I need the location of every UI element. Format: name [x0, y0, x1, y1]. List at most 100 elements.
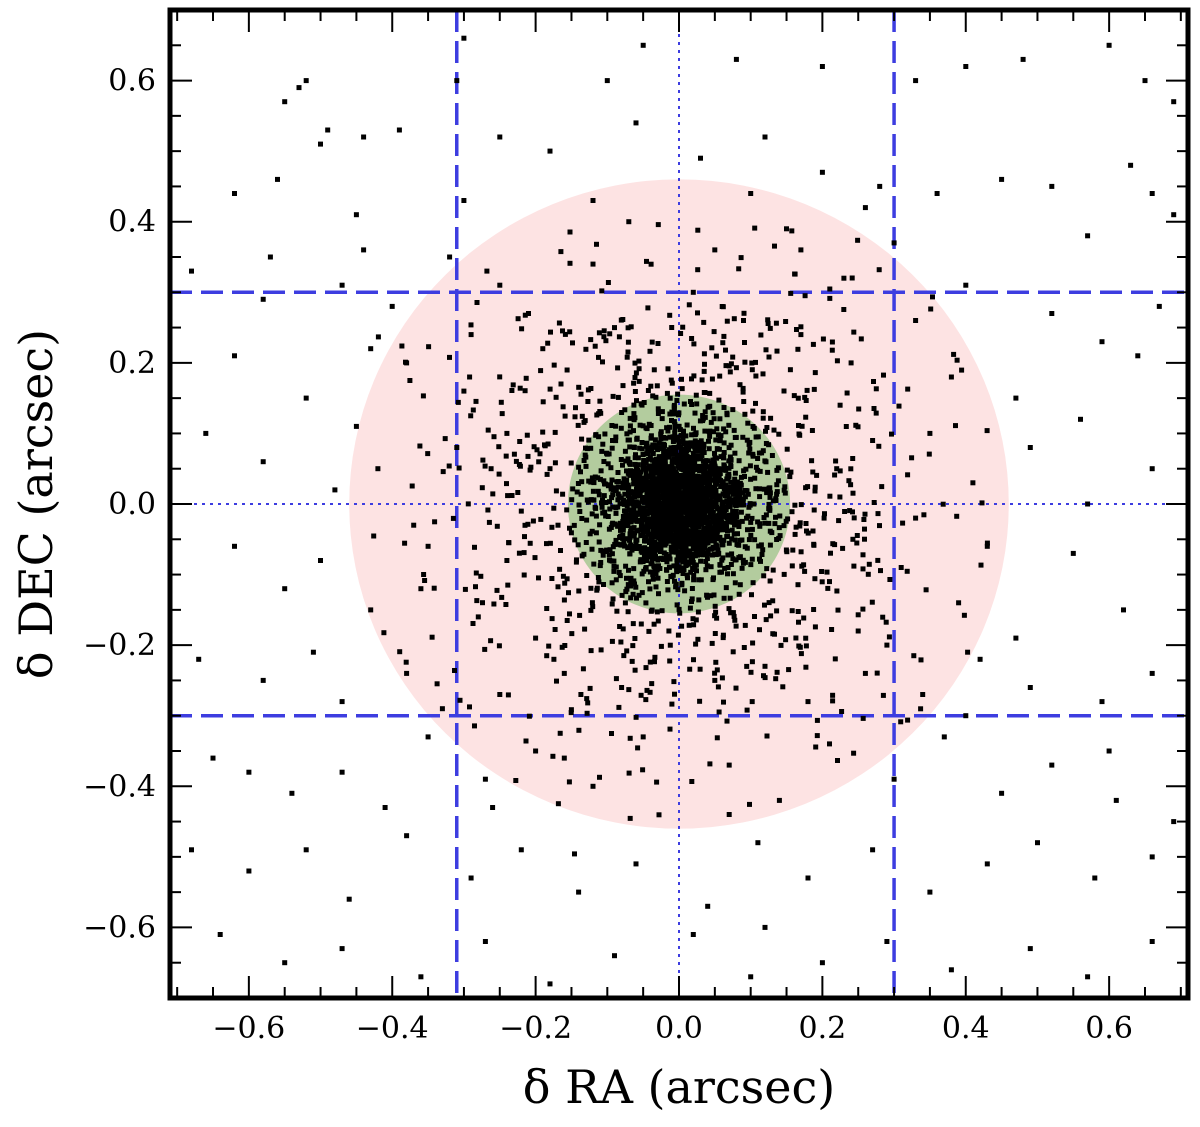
scatter-point: [627, 444, 633, 450]
scatter-point: [718, 484, 724, 489]
scatter-point: [647, 659, 653, 665]
scatter-point: [643, 665, 649, 671]
scatter-point: [848, 482, 854, 488]
scatter-point: [702, 390, 708, 395]
scatter-point: [696, 577, 702, 583]
scatter-point: [710, 477, 716, 483]
scatter-point: [798, 651, 804, 657]
scatter-point: [662, 518, 668, 524]
scatter-point: [792, 502, 798, 508]
scatter-point: [747, 501, 753, 507]
scatter-point: [860, 715, 866, 721]
scatter-point: [927, 889, 933, 895]
scatter-point: [654, 461, 660, 467]
scatter-point: [850, 509, 855, 515]
scatter-point: [318, 141, 323, 147]
scatter-point: [734, 542, 740, 548]
scatter-point: [676, 503, 682, 509]
scatter-point: [646, 421, 652, 427]
scatter-point: [652, 566, 658, 572]
scatter-point: [742, 544, 748, 550]
scatter-point: [786, 667, 792, 673]
scatter-point: [591, 561, 597, 567]
scatter-point: [688, 440, 694, 446]
scatter-point: [707, 761, 713, 767]
scatter-point: [615, 394, 621, 400]
scatter-point: [711, 485, 717, 490]
scatter-point: [697, 666, 703, 672]
scatter-point: [963, 282, 969, 288]
scatter-point: [693, 392, 699, 398]
scatter-point: [625, 609, 631, 615]
scatter-point: [742, 622, 748, 628]
scatter-point: [795, 609, 801, 614]
scatter-point: [630, 643, 636, 649]
scatter-point: [693, 534, 699, 540]
scatter-point: [570, 486, 576, 492]
scatter-point: [579, 413, 585, 419]
scatter-point: [715, 506, 721, 512]
scatter-point: [712, 551, 718, 557]
scatter-point: [746, 537, 752, 543]
scatter-point: [934, 191, 940, 196]
scatter-point: [620, 525, 626, 530]
scatter-point: [687, 548, 693, 554]
scatter-point: [667, 411, 673, 417]
scatter-point: [615, 470, 621, 475]
scatter-point: [660, 524, 666, 530]
scatter-point: [862, 526, 867, 532]
scatter-point: [634, 398, 639, 404]
scatter-point: [701, 450, 707, 455]
scatter-point: [613, 434, 619, 440]
scatter-point: [626, 687, 632, 693]
scatter-point: [961, 612, 967, 618]
scatter-point: [729, 536, 735, 542]
scatter-point: [485, 427, 491, 433]
scatter-point: [631, 444, 637, 450]
scatter-point: [732, 537, 738, 543]
scatter-point: [830, 692, 836, 698]
scatter-point: [665, 452, 671, 458]
scatter-point: [584, 573, 590, 578]
scatter-point: [671, 404, 677, 410]
scatter-point: [669, 418, 674, 423]
scatter-point: [844, 390, 850, 396]
scatter-point: [643, 474, 649, 480]
scatter-point: [733, 623, 739, 629]
scatter-point: [697, 504, 703, 510]
scatter-point: [698, 155, 703, 161]
scatter-point: [657, 478, 663, 484]
scatter-point: [609, 445, 615, 451]
scatter-point: [654, 609, 660, 615]
scatter-point: [803, 398, 809, 403]
x-tick-label: −0.4: [356, 1011, 429, 1046]
scatter-point: [624, 521, 630, 527]
scatter-point: [568, 530, 574, 536]
scatter-point: [628, 468, 633, 474]
scatter-point: [733, 56, 739, 62]
scatter-point: [847, 508, 853, 514]
scatter-point: [810, 341, 816, 347]
scatter-point: [635, 745, 641, 751]
scatter-point: [634, 463, 640, 469]
scatter-point: [595, 575, 601, 580]
scatter-point: [734, 479, 740, 485]
scatter-point: [674, 557, 680, 563]
scatter-point: [735, 519, 741, 525]
scatter-point: [909, 455, 915, 461]
scatter-point: [668, 513, 674, 519]
scatter-point: [679, 623, 685, 629]
scatter-point: [643, 565, 649, 571]
scatter-point: [1156, 303, 1162, 309]
scatter-point: [627, 415, 633, 421]
scatter-point: [620, 317, 626, 322]
scatter-point: [610, 492, 616, 498]
scatter-point: [628, 324, 634, 330]
scatter-point: [776, 525, 782, 531]
scatter-point: [693, 641, 699, 647]
scatter-point: [488, 466, 494, 472]
scatter-point: [425, 734, 431, 740]
scatter-point: [522, 388, 528, 394]
scatter-point: [523, 738, 529, 744]
scatter-point: [581, 419, 587, 425]
